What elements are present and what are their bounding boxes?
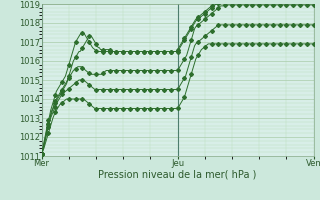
X-axis label: Pression niveau de la mer( hPa ): Pression niveau de la mer( hPa ) (99, 169, 257, 179)
